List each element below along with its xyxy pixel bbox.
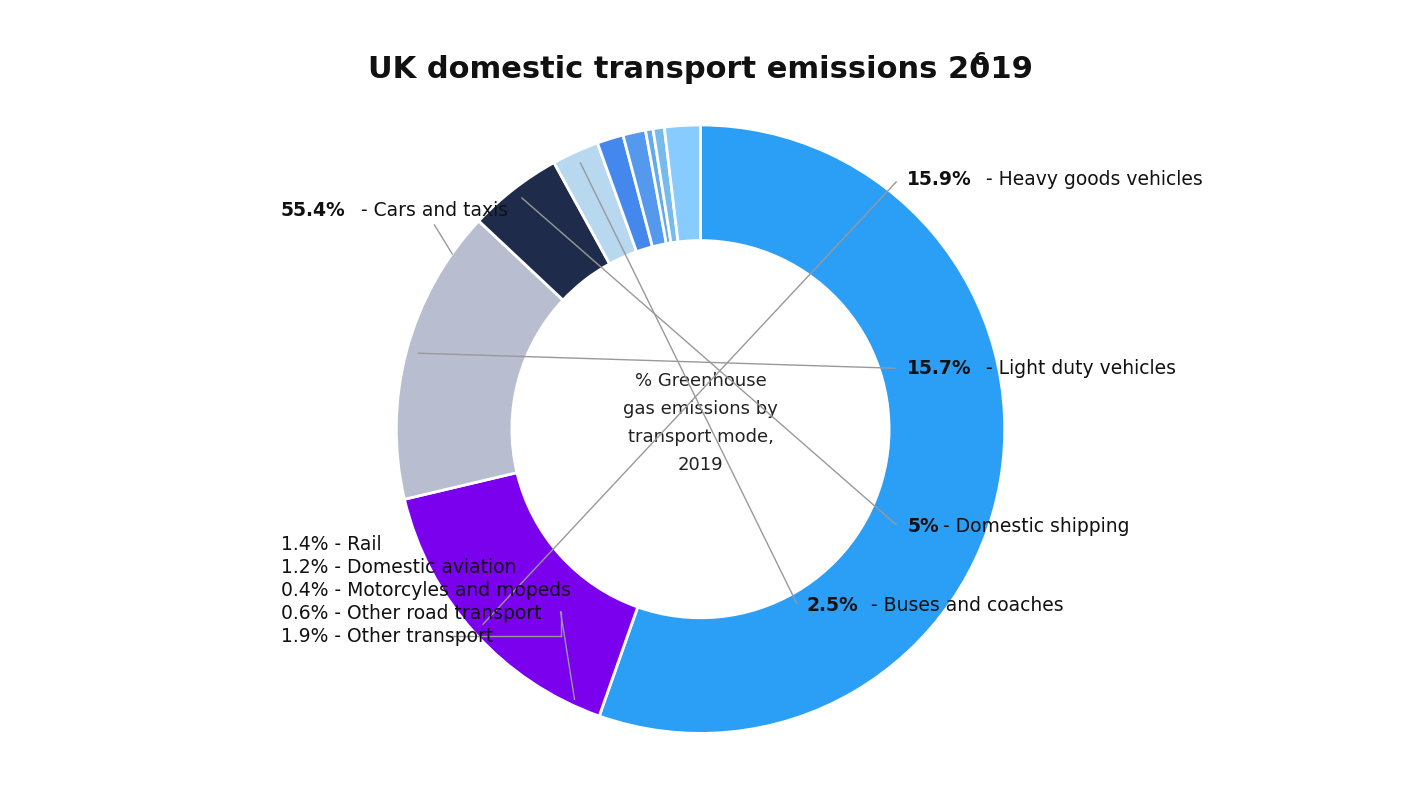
- Text: - Buses and coaches: - Buses and coaches: [866, 597, 1063, 615]
- Text: 1.9% - Other transport: 1.9% - Other transport: [280, 626, 493, 645]
- Text: - Light duty vehicles: - Light duty vehicles: [981, 359, 1177, 377]
- Wedge shape: [646, 128, 671, 243]
- Wedge shape: [553, 143, 636, 264]
- Text: - Cars and taxis: - Cars and taxis: [356, 201, 509, 220]
- Text: 55.4%: 55.4%: [280, 201, 346, 220]
- Wedge shape: [479, 162, 609, 300]
- Text: 6: 6: [974, 51, 986, 69]
- Wedge shape: [664, 125, 700, 242]
- Text: 1.4% - Rail: 1.4% - Rail: [280, 535, 381, 554]
- Text: 0.6% - Other road transport: 0.6% - Other road transport: [280, 604, 541, 623]
- Text: 1.2% - Domestic aviation: 1.2% - Domestic aviation: [280, 558, 516, 577]
- Text: - Heavy goods vehicles: - Heavy goods vehicles: [981, 170, 1203, 189]
- Wedge shape: [597, 135, 653, 251]
- Wedge shape: [653, 127, 678, 243]
- Text: 15.9%: 15.9%: [908, 170, 972, 189]
- Text: 15.7%: 15.7%: [908, 359, 972, 377]
- Text: 2.5%: 2.5%: [807, 597, 859, 615]
- Text: 5%: 5%: [908, 517, 939, 536]
- Wedge shape: [623, 130, 667, 247]
- Text: 0.4% - Motorcyles and mopeds: 0.4% - Motorcyles and mopeds: [280, 581, 570, 600]
- Text: UK domestic transport emissions 2019: UK domestic transport emissions 2019: [368, 55, 1033, 84]
- Text: - Domestic shipping: - Domestic shipping: [936, 517, 1129, 536]
- Wedge shape: [600, 125, 1005, 734]
- Wedge shape: [396, 221, 563, 500]
- Wedge shape: [405, 473, 637, 716]
- Text: % Greenhouse
gas emissions by
transport mode,
2019: % Greenhouse gas emissions by transport …: [623, 373, 778, 474]
